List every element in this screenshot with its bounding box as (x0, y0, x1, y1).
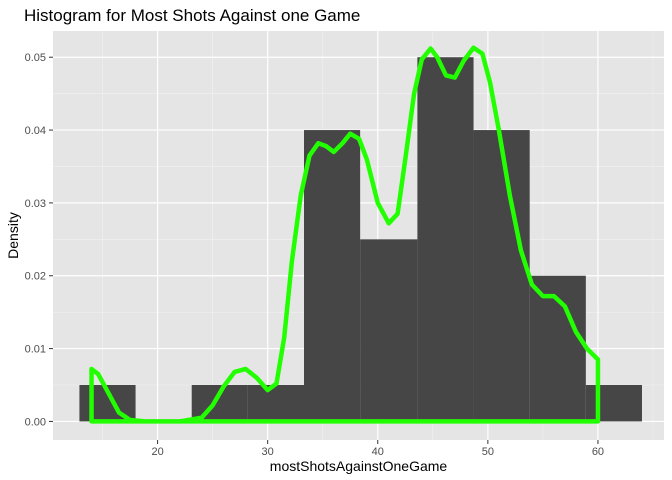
density-curve (89, 45, 601, 424)
y-tick-label: 0.00 (25, 416, 46, 428)
y-axis-title: Density (5, 212, 21, 259)
y-tick-label: 0.03 (25, 198, 46, 210)
x-tick-label: 50 (482, 446, 494, 458)
y-tick-label: 0.04 (25, 125, 46, 137)
histogram-bar (360, 239, 418, 422)
y-axis: 0.00 0.01 0.02 0.03 0.04 0.05 (25, 52, 53, 428)
x-tick-label: 60 (592, 446, 604, 458)
x-tick-label: 30 (262, 446, 274, 458)
histogram-bar (247, 385, 305, 422)
histogram-bar (473, 130, 530, 422)
y-tick-label: 0.01 (25, 344, 46, 356)
x-tick-label: 20 (151, 446, 163, 458)
y-tick-label: 0.02 (25, 271, 46, 283)
chart-title: Histogram for Most Shots Against one Gam… (24, 6, 360, 25)
y-tick-label: 0.05 (25, 52, 46, 64)
histogram-bar (585, 385, 642, 422)
histogram-bars (79, 57, 642, 422)
histogram-bar (417, 57, 474, 422)
x-axis-title: mostShotsAgainstOneGame (270, 458, 448, 474)
histogram-bar (304, 130, 361, 422)
density-curve-group (89, 45, 601, 424)
x-tick-label: 40 (372, 446, 384, 458)
x-axis: 20 30 40 50 60 (151, 440, 604, 458)
